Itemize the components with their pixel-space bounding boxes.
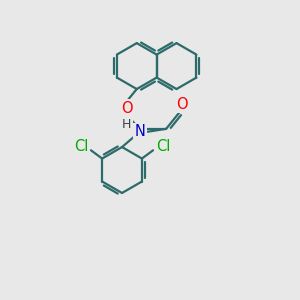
- Text: O: O: [121, 101, 132, 116]
- Text: H: H: [122, 118, 131, 131]
- Text: Cl: Cl: [74, 139, 88, 154]
- Text: O: O: [177, 97, 188, 112]
- Text: N: N: [134, 124, 145, 139]
- Text: Cl: Cl: [156, 139, 170, 154]
